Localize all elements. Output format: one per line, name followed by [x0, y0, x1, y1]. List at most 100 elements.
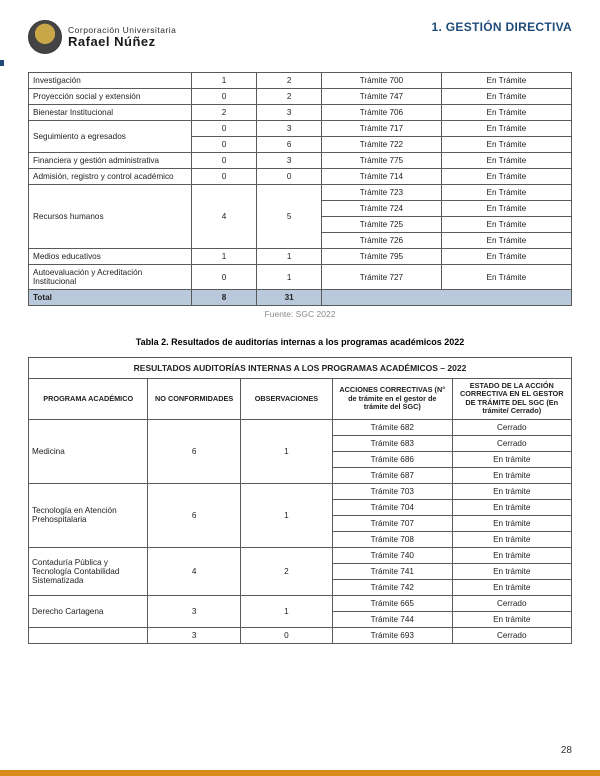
col-acciones: ACCIONES CORRECTIVAS (N° de trámite en e… [333, 379, 452, 420]
cell-estado: En trámite [452, 563, 572, 579]
cell-tramite: Trámite 722 [322, 137, 441, 153]
table-row: Recursos humanos45Trámite 723En Trámite [29, 185, 572, 201]
cell-estado: En Trámite [441, 265, 571, 290]
cell-desc: Proyección social y extensión [29, 89, 192, 105]
cell-estado: En Trámite [441, 169, 571, 185]
cell-n1: 0 [191, 121, 256, 137]
cell-tramite: Trámite 740 [333, 547, 452, 563]
cell-tramite: Trámite 693 [333, 627, 452, 643]
cell-estado: En trámite [452, 611, 572, 627]
cell-estado: En trámite [452, 547, 572, 563]
left-accent-bar [0, 60, 4, 66]
cell-tramite: Trámite 717 [322, 121, 441, 137]
total-n1: 8 [191, 290, 256, 306]
cell-tramite: Trámite 744 [333, 611, 452, 627]
cell-n2: 5 [257, 185, 322, 249]
cell-programa: Derecho Cartagena [29, 595, 148, 627]
table-row: Autoevaluación y Acreditación Institucio… [29, 265, 572, 290]
cell-tramite: Trámite 703 [333, 483, 452, 499]
cell-nc: 6 [148, 483, 240, 547]
total-blank [322, 290, 572, 306]
table1-source: Fuente: SGC 2022 [28, 309, 572, 319]
cell-tramite: Trámite 714 [322, 169, 441, 185]
cell-obs: 1 [240, 595, 332, 627]
cell-estado: En Trámite [441, 121, 571, 137]
cell-n1: 2 [191, 105, 256, 121]
cell-desc: Investigación [29, 73, 192, 89]
cell-estado: En trámite [452, 499, 572, 515]
cell-desc: Medios educativos [29, 249, 192, 265]
cell-estado: Cerrado [452, 419, 572, 435]
cell-tramite: Trámite 708 [333, 531, 452, 547]
cell-tramite: Trámite 700 [322, 73, 441, 89]
cell-n2: 6 [257, 137, 322, 153]
cell-estado: En Trámite [441, 73, 571, 89]
cell-n1: 1 [191, 249, 256, 265]
cell-estado: En Trámite [441, 153, 571, 169]
total-n2: 31 [257, 290, 322, 306]
cell-tramite: Trámite 707 [333, 515, 452, 531]
cell-estado: En Trámite [441, 201, 571, 217]
table-row: Tecnología en Atención Prehospitalaria61… [29, 483, 572, 499]
cell-n1: 0 [191, 169, 256, 185]
table2-top-header: RESULTADOS AUDITORÍAS INTERNAS A LOS PRO… [29, 358, 572, 379]
cell-estado: Cerrado [452, 435, 572, 451]
page-header: Corporación Universitaria Rafael Núñez 1… [28, 20, 572, 54]
page-number: 28 [561, 745, 572, 756]
cell-tramite: Trámite 706 [322, 105, 441, 121]
total-label: Total [29, 290, 192, 306]
cell-estado: En Trámite [441, 185, 571, 201]
cell-tramite: Trámite 724 [322, 201, 441, 217]
cell-estado: En trámite [452, 451, 572, 467]
cell-obs: 1 [240, 483, 332, 547]
logo-text: Corporación Universitaria Rafael Núñez [68, 25, 176, 49]
table-row: Proyección social y extensión02Trámite 7… [29, 89, 572, 105]
table-row: Seguimiento a egresados03Trámite 717En T… [29, 121, 572, 137]
cell-programa [29, 627, 148, 643]
cell-n2: 3 [257, 153, 322, 169]
cell-programa: Tecnología en Atención Prehospitalaria [29, 483, 148, 547]
cell-estado: En trámite [452, 515, 572, 531]
cell-n2: 1 [257, 249, 322, 265]
cell-estado: En trámite [452, 531, 572, 547]
cell-n2: 1 [257, 265, 322, 290]
cell-tramite: Trámite 665 [333, 595, 452, 611]
cell-tramite: Trámite 687 [333, 467, 452, 483]
logo-block: Corporación Universitaria Rafael Núñez [28, 20, 176, 54]
table-row: 30Trámite 693Cerrado [29, 627, 572, 643]
cell-tramite: Trámite 741 [333, 563, 452, 579]
cell-programa: Medicina [29, 419, 148, 483]
cell-n1: 4 [191, 185, 256, 249]
cell-nc: 4 [148, 547, 240, 595]
cell-desc: Autoevaluación y Acreditación Institucio… [29, 265, 192, 290]
cell-estado: En trámite [452, 483, 572, 499]
page: Corporación Universitaria Rafael Núñez 1… [0, 0, 600, 776]
table-row: Medicina61Trámite 682Cerrado [29, 419, 572, 435]
table-row: Contaduría Pública y Tecnología Contabil… [29, 547, 572, 563]
cell-obs: 2 [240, 547, 332, 595]
logo-emblem-icon [28, 20, 62, 54]
table-processes: Investigación12Trámite 700En TrámiteProy… [28, 72, 572, 306]
cell-estado: En trámite [452, 579, 572, 595]
cell-n2: 2 [257, 73, 322, 89]
cell-estado: Cerrado [452, 595, 572, 611]
cell-n2: 3 [257, 121, 322, 137]
cell-nc: 6 [148, 419, 240, 483]
cell-desc: Seguimiento a egresados [29, 121, 192, 153]
total-row: Total831 [29, 290, 572, 306]
cell-obs: 0 [240, 627, 332, 643]
cell-tramite: Trámite 747 [322, 89, 441, 105]
cell-estado: En Trámite [441, 105, 571, 121]
cell-n1: 0 [191, 153, 256, 169]
cell-tramite: Trámite 682 [333, 419, 452, 435]
cell-desc: Financiera y gestión administrativa [29, 153, 192, 169]
cell-estado: En Trámite [441, 233, 571, 249]
cell-nc: 3 [148, 627, 240, 643]
cell-tramite: Trámite 704 [333, 499, 452, 515]
cell-desc: Bienestar Institucional [29, 105, 192, 121]
cell-estado: En trámite [452, 467, 572, 483]
table-row: Derecho Cartagena31Trámite 665Cerrado [29, 595, 572, 611]
table-row: Investigación12Trámite 700En Trámite [29, 73, 572, 89]
cell-tramite: Trámite 726 [322, 233, 441, 249]
cell-n2: 0 [257, 169, 322, 185]
